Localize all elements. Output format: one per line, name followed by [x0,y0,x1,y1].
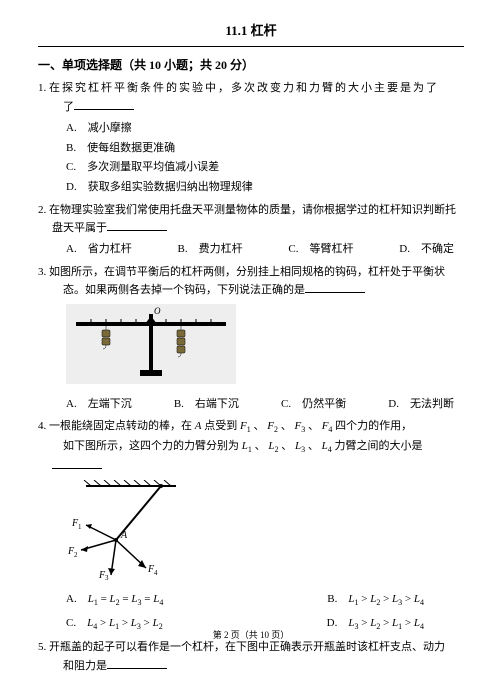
svg-text:3: 3 [105,574,109,580]
q3-opt-a: A. 左端下沉 [66,395,132,414]
question-3: 3. 如图所示，在调节平衡后的杠杆两侧，分别挂上相同规格的钩码，杠杆处于平衡状 … [52,263,464,300]
question-5: 5. 开瓶盖的起子可以看作是一个杠杆，在下图中正确表示开瓶盖时该杠杆支点、动力 … [52,638,464,675]
q4-opt-a: A. L1 = L2 = L3 = L4 [66,590,163,610]
svg-text:O: O [154,306,161,316]
q3-blank [305,281,365,293]
q1-opt-b: B. 使每组数据更准确 [66,139,464,158]
q4-figure: A F1 F2 F3 F4 [66,480,464,587]
q2-opt-d: D. 不确定 [399,240,454,259]
q2-blank [107,219,167,231]
q4-stem1c: 四个力的作用， [332,420,412,432]
svg-text:2: 2 [74,551,78,559]
section-heading: 一、单项选择题（共 10 小题；共 20 分） [38,55,464,75]
page-title: 11.1 杠杆 [38,20,464,42]
q1-opt-c: C. 多次测量取平均值减小误差 [66,158,464,177]
q3-figure: O [66,304,464,391]
q2-num: 2. [38,204,46,216]
q3-stem1: 如图所示，在调节平衡后的杠杆两侧，分别挂上相同规格的钩码，杠杆处于平衡状 [49,266,445,278]
page-footer: 第 2 页（共 10 页） [0,628,502,643]
svg-text:1: 1 [78,523,82,531]
question-4: 4. 一根能绕固定点转动的棒，在 A 点受到 F1 、 F2 、 F3 、 F4… [52,417,464,475]
q4-stem1b: 点受到 [201,420,240,432]
q1-num: 1. [38,82,46,94]
q1-blank [74,98,134,110]
q3-opt-b: B. 右端下沉 [174,395,239,414]
q3-stem2: 态。如果两侧各去掉一个钩码，下列说法正确的是 [63,284,305,296]
title-rule [38,46,464,47]
q4-num: 4. [38,420,46,432]
q2-opt-b: B. 费力杠杆 [178,240,243,259]
question-2: 2. 在物理实验室我们常使用托盘天平测量物体的质量，请你根据学过的杠杆知识判断托… [52,201,464,238]
q4-options-row1: A. L1 = L2 = L3 = L4 B. L1 > L2 > L3 > L… [66,590,464,610]
q2-opt-c: C. 等臂杠杆 [288,240,353,259]
q3-options: A. 左端下沉 B. 右端下沉 C. 仍然平衡 D. 无法判断 [66,395,464,414]
question-1: 1. 在探究杠杆平衡条件的实验中，多次改变力和力臂的大小主要是为了 了 [52,79,464,116]
q1-opt-d: D. 获取多组实验数据归纳出物理规律 [66,178,464,197]
q5-blank [107,657,167,669]
q1-stem: 在探究杠杆平衡条件的实验中，多次改变力和力臂的大小主要是为了 [49,82,439,94]
q5-stem2: 和阻力是 [63,660,107,672]
q4-stem2a: 如下图所示，这四个力的力臂分别为 [63,440,242,452]
svg-text:4: 4 [154,569,158,577]
q2-options: A. 省力杠杆 B. 费力杠杆 C. 等臂杠杆 D. 不确定 [66,240,464,259]
q4-stem1a: 一根能绕固定点转动的棒，在 [49,420,195,432]
q3-opt-d: D. 无法判断 [388,395,454,414]
q1-opt-a: A. 减小摩擦 [66,119,464,138]
q3-opt-c: C. 仍然平衡 [281,395,346,414]
q4-opt-b: B. L1 > L2 > L3 > L4 [327,590,424,610]
q1-options: A. 减小摩擦 B. 使每组数据更准确 C. 多次测量取平均值减小误差 D. 获… [66,119,464,197]
q4-stem2b: 力臂之间的大小是 [332,440,423,452]
svg-text:A: A [120,530,128,541]
q3-num: 3. [38,266,46,278]
q4-blank [52,457,102,469]
q2-opt-a: A. 省力杠杆 [66,240,132,259]
